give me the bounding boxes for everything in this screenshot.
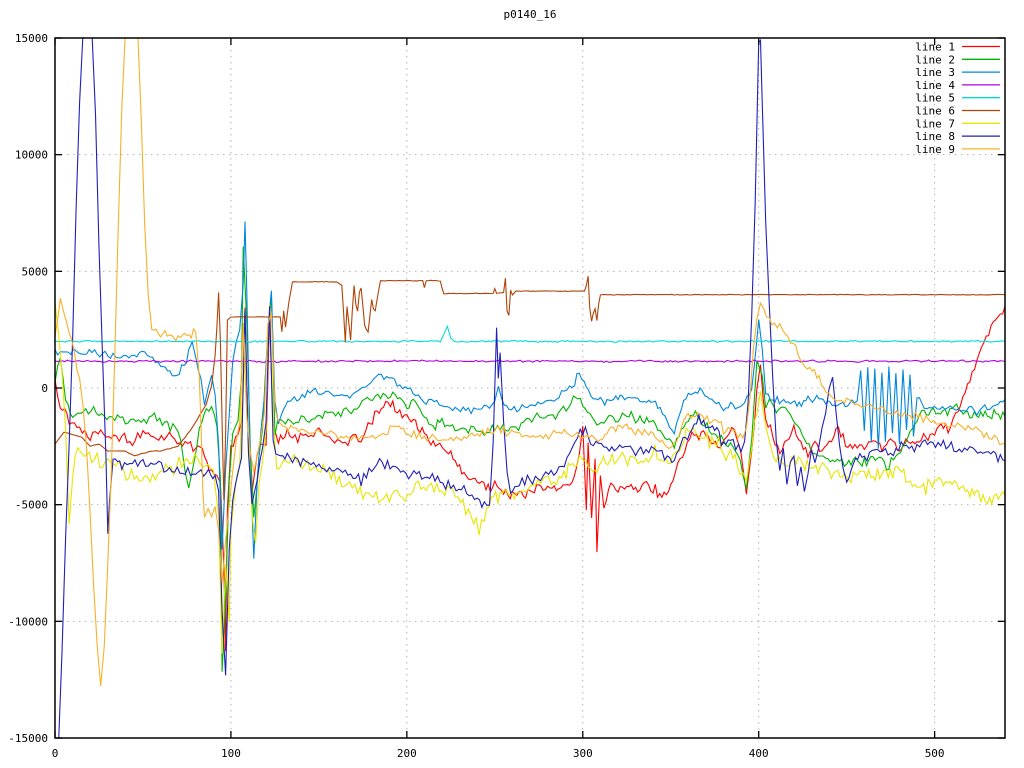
- legend-label: line 8: [915, 130, 955, 143]
- y-tick-label: -15000: [8, 732, 48, 745]
- series-line-3: [55, 221, 1005, 559]
- series-line-9: [55, 38, 1005, 687]
- x-tick-label: 500: [925, 747, 945, 760]
- y-tick-label: 10000: [15, 149, 48, 162]
- x-tick-label: 400: [749, 747, 769, 760]
- legend-label: line 7: [915, 117, 955, 130]
- legend-label: line 1: [915, 41, 955, 54]
- series-line-7: [55, 302, 1005, 654]
- legend-label: line 9: [915, 143, 955, 156]
- legend-label: line 3: [915, 66, 955, 79]
- y-tick-label: 0: [41, 382, 48, 395]
- x-tick-label: 200: [397, 747, 417, 760]
- chart-title: p0140_16: [504, 8, 557, 21]
- series-line-5: [55, 324, 1005, 343]
- plot-border: [54, 37, 1006, 739]
- x-tick-label: 0: [52, 747, 59, 760]
- legend-label: line 6: [915, 105, 955, 118]
- y-tick-label: -5000: [15, 499, 48, 512]
- series-line-8: [58, 38, 1005, 738]
- x-tick-label: 300: [573, 747, 593, 760]
- legend-label: line 4: [915, 79, 955, 92]
- y-tick-label: 5000: [22, 265, 49, 278]
- legend-label: line 5: [915, 92, 955, 105]
- y-tick-label: 15000: [15, 32, 48, 45]
- x-tick-label: 100: [221, 747, 241, 760]
- series-lines: [55, 38, 1005, 738]
- series-line-1: [55, 306, 1005, 652]
- series-line-6: [55, 276, 1005, 501]
- axis-labels: 0 100 200 300 400 500 -15000 -10000 -5000 0 5000 10…: [8, 32, 944, 760]
- grid: [55, 38, 1005, 738]
- y-tick-label: -10000: [8, 615, 48, 628]
- series-line-4: [55, 359, 1005, 364]
- legend-label: line 2: [915, 53, 955, 66]
